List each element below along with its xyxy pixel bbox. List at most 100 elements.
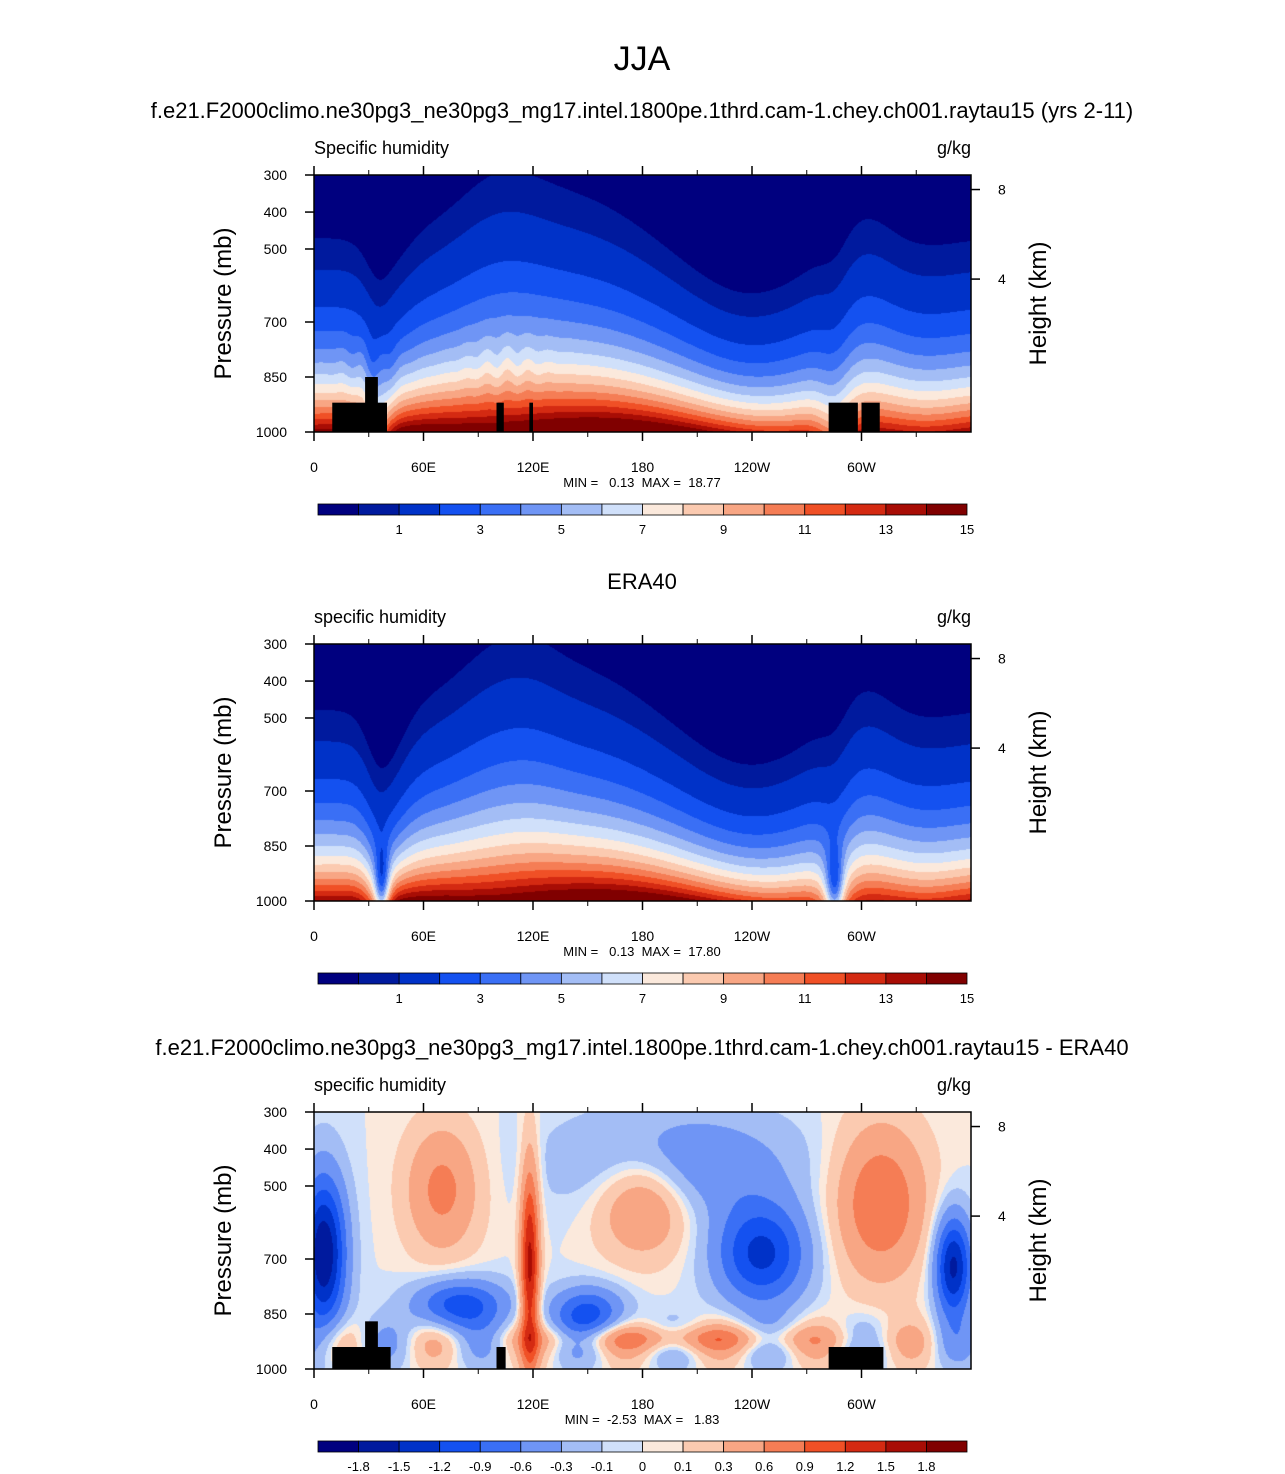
variable-label: specific humidity <box>314 1075 446 1095</box>
colorbar-swatch <box>358 1440 400 1453</box>
colorbar-swatch <box>560 1440 603 1453</box>
colorbar-swatch <box>398 503 441 516</box>
y-tick-label: 400 <box>264 1141 288 1157</box>
colorbar-swatch <box>804 972 846 985</box>
colorbar-label: 15 <box>960 522 974 537</box>
colorbar-label: 3 <box>477 991 484 1006</box>
colorbar-label: 1.5 <box>877 1459 895 1474</box>
colorbar-label: 0.3 <box>715 1459 733 1474</box>
colorbar-swatch <box>439 972 481 985</box>
colorbar-swatch <box>682 1440 725 1453</box>
colorbar-swatch <box>358 503 400 516</box>
figure-title: JJA <box>614 40 671 78</box>
colorbar-label: 13 <box>879 991 893 1006</box>
colorbar-label: 1.8 <box>917 1459 935 1474</box>
colorbar-label: -0.6 <box>510 1459 532 1474</box>
colorbar-label: 0.6 <box>755 1459 773 1474</box>
topography-mask-3 <box>496 1347 506 1369</box>
x-tick-label: 120W <box>734 459 771 475</box>
colorbar-swatch <box>601 972 643 985</box>
field-contours <box>314 175 971 432</box>
colorbar-swatch <box>560 972 603 985</box>
y-tick-label: 850 <box>264 838 288 854</box>
colorbar-swatch <box>317 503 359 516</box>
colorbar-swatch <box>723 1440 765 1453</box>
y-tick-label: 850 <box>264 369 288 385</box>
panel-title: f.e21.F2000climo.ne30pg3_ne30pg3_mg17.in… <box>155 1035 1128 1060</box>
x-tick-label: 180 <box>631 459 655 475</box>
y-tick-label: 500 <box>264 1178 288 1194</box>
colorbar-label: -0.1 <box>591 1459 613 1474</box>
topography-mask-1 <box>332 402 387 432</box>
colorbar-swatch <box>763 1440 806 1453</box>
colorbar-swatch <box>601 503 643 516</box>
x-tick-label: 60W <box>847 1396 877 1412</box>
x-tick-label: 120E <box>517 459 550 475</box>
y-tick-label: 300 <box>264 1104 288 1120</box>
colorbar-swatch <box>479 503 522 516</box>
colorbar-swatch <box>479 1440 522 1453</box>
field-contours <box>314 644 971 901</box>
topography-mask-1 <box>332 1347 391 1369</box>
colorbar-label: -0.3 <box>550 1459 572 1474</box>
y-tick-label: 400 <box>264 204 288 220</box>
colorbar-label: 3 <box>477 522 484 537</box>
panel-1: f.e21.F2000climo.ne30pg3_ne30pg3_mg17.in… <box>151 98 1134 537</box>
y2-tick-label: 4 <box>998 740 1006 756</box>
topography-mask-3 <box>496 402 504 432</box>
topography-mask-6 <box>861 402 880 432</box>
y2-tick-label: 4 <box>998 271 1006 287</box>
x-tick-label: 60E <box>411 928 436 944</box>
x-tick-label: 120E <box>517 928 550 944</box>
x-tick-label: 180 <box>631 928 655 944</box>
x-tick-label: 120E <box>517 1396 550 1412</box>
colorbar-swatch <box>439 503 481 516</box>
colorbar-swatch <box>358 972 400 985</box>
colorbar-swatch <box>642 1440 684 1453</box>
colorbar-swatch <box>520 972 562 985</box>
y2-axis-title: Height (km) <box>1025 241 1052 365</box>
y2-tick-label: 8 <box>998 182 1006 198</box>
y-tick-label: 700 <box>264 783 288 799</box>
units-label: g/kg <box>937 138 971 158</box>
colorbar-swatch <box>520 503 562 516</box>
units-label: g/kg <box>937 607 971 627</box>
x-tick-label: 60W <box>847 459 877 475</box>
colorbar-label: 9 <box>720 991 727 1006</box>
y-tick-label: 500 <box>264 241 288 257</box>
y2-tick-label: 4 <box>998 1208 1006 1224</box>
panel-title: ERA40 <box>607 569 677 594</box>
topography-mask-2 <box>365 377 378 432</box>
colorbar-swatch <box>682 503 725 516</box>
colorbar-swatch <box>763 503 806 516</box>
y-tick-label: 300 <box>264 636 288 652</box>
x-tick-label: 0 <box>310 928 318 944</box>
panel-2: ERA40 specific humidity g/kg 0 60E 120E 180 120… <box>210 569 1052 1006</box>
colorbar-label: 5 <box>558 991 565 1006</box>
colorbar-swatch <box>317 1440 359 1453</box>
colorbar-swatch <box>723 972 765 985</box>
y-tick-label: 400 <box>264 673 288 689</box>
x-tick-label: 120W <box>734 928 771 944</box>
colorbar-label: -1.5 <box>388 1459 410 1474</box>
y-tick-label: 700 <box>264 314 288 330</box>
y-tick-label: 1000 <box>256 1361 287 1377</box>
colorbar-swatch <box>398 1440 441 1453</box>
colorbar-swatch <box>763 972 806 985</box>
colorbar-swatch <box>804 503 846 516</box>
colorbar-swatch <box>398 972 441 985</box>
y-tick-label: 1000 <box>256 424 287 440</box>
colorbar-swatch <box>642 972 684 985</box>
colorbar-label: 0.9 <box>796 1459 814 1474</box>
colorbar-swatch <box>642 503 684 516</box>
min-max-label: MIN = 0.13 MAX = 18.77 <box>563 475 721 490</box>
topography-mask-4 <box>529 402 533 432</box>
colorbar-label: -1.2 <box>428 1459 450 1474</box>
min-max-label: MIN = 0.13 MAX = 17.80 <box>563 944 721 959</box>
x-tick-label: 60E <box>411 1396 436 1412</box>
colorbar-label: 15 <box>960 991 974 1006</box>
colorbar-swatch <box>926 503 968 516</box>
y-tick-label: 500 <box>264 710 288 726</box>
units-label: g/kg <box>937 1075 971 1095</box>
colorbar-swatch <box>479 972 522 985</box>
